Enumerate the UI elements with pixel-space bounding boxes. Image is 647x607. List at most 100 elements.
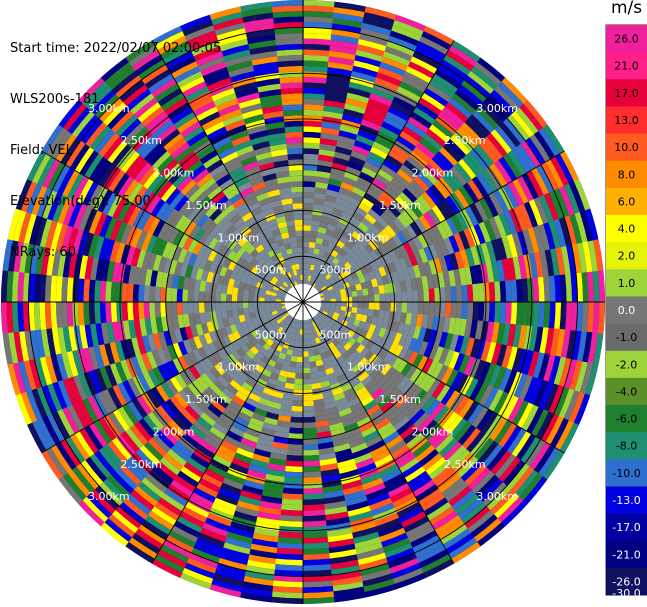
- velocity-gate: [370, 146, 389, 160]
- velocity-gate: [302, 405, 315, 412]
- velocity-gate: [460, 459, 483, 483]
- velocity-gate: [374, 417, 391, 431]
- velocity-gate: [354, 226, 366, 237]
- velocity-gate: [486, 485, 512, 511]
- velocity-gate: [453, 352, 465, 372]
- velocity-gate: [576, 242, 588, 274]
- velocity-gate: [319, 244, 328, 252]
- velocity-gate: [324, 94, 347, 104]
- velocity-gate: [242, 401, 257, 413]
- velocity-gate: [449, 166, 468, 187]
- velocity-gate: [326, 223, 337, 232]
- velocity-gate: [394, 281, 402, 293]
- velocity-gate: [317, 226, 327, 235]
- velocity-gate: [346, 346, 357, 356]
- velocity-gate: [480, 263, 489, 284]
- velocity-gate: [396, 86, 422, 103]
- velocity-gate: [311, 214, 322, 222]
- velocity-gate: [282, 359, 291, 367]
- velocity-gate: [364, 379, 377, 392]
- velocity-gate: [413, 539, 444, 559]
- velocity-gate: [347, 196, 361, 208]
- velocity-gate: [331, 208, 344, 217]
- velocity-gate: [302, 585, 334, 594]
- velocity-gate: [461, 302, 468, 320]
- velocity-gate: [208, 583, 242, 598]
- velocity-gate: [458, 185, 475, 207]
- velocity-gate: [372, 309, 380, 319]
- velocity-gate: [303, 49, 331, 57]
- velocity-gate: [351, 230, 362, 241]
- velocity-gate: [313, 278, 320, 285]
- velocity-gate: [464, 377, 479, 399]
- velocity-gate: [352, 211, 365, 223]
- velocity-gate: [425, 457, 447, 476]
- velocity-gate: [457, 424, 477, 446]
- velocity-gate: [255, 442, 273, 453]
- velocity-gate: [523, 99, 548, 129]
- velocity-gate: [383, 186, 399, 201]
- velocity-gate: [302, 367, 311, 374]
- velocity-gate: [166, 448, 187, 467]
- velocity-gate: [341, 417, 357, 428]
- velocity-gate: [329, 39, 359, 50]
- velocity-gate: [282, 393, 294, 401]
- velocity-gate: [384, 435, 404, 450]
- velocity-gate: [431, 465, 454, 485]
- velocity-gate: [431, 225, 444, 243]
- velocity-gate: [442, 142, 463, 163]
- velocity-gate: [523, 376, 538, 404]
- velocity-gate: [503, 210, 518, 235]
- velocity-gate: [334, 146, 353, 156]
- velocity-gate: [371, 449, 391, 463]
- velocity-gate: [309, 333, 315, 340]
- velocity-gate: [518, 374, 533, 401]
- velocity-gate: [389, 30, 420, 47]
- velocity-gate: [502, 118, 526, 145]
- velocity-gate: [461, 427, 481, 450]
- velocity-gate: [377, 195, 392, 209]
- velocity-gate: [364, 213, 377, 225]
- velocity-gate: [192, 542, 222, 558]
- velocity-gate: [391, 492, 416, 508]
- velocity-gate: [303, 236, 311, 242]
- velocity-gate: [328, 50, 357, 61]
- velocity-gate: [401, 126, 423, 143]
- velocity-gate: [260, 392, 273, 402]
- velocity-gate: [247, 392, 261, 403]
- velocity-gate: [319, 463, 339, 472]
- velocity-gate: [542, 124, 565, 155]
- velocity-gate: [579, 210, 594, 243]
- velocity-gate: [321, 121, 342, 131]
- velocity-gate: [323, 318, 330, 325]
- velocity-gate: [398, 244, 409, 258]
- velocity-gate: [210, 399, 226, 414]
- velocity-gate: [354, 367, 366, 378]
- velocity-gate: [397, 346, 409, 360]
- velocity-gate: [340, 292, 347, 299]
- velocity-gate: [511, 232, 524, 257]
- velocity-gate: [314, 242, 322, 250]
- velocity-gate: [218, 391, 232, 405]
- velocity-gate: [243, 570, 275, 581]
- velocity-gate: [310, 338, 317, 345]
- velocity-gate: [228, 399, 243, 412]
- velocity-gate: [368, 302, 375, 310]
- velocity-gate: [176, 515, 203, 533]
- velocity-gate: [404, 382, 419, 398]
- velocity-gate: [240, 367, 252, 378]
- velocity-gate: [298, 340, 303, 346]
- velocity-gate: [303, 214, 313, 221]
- velocity-gate: [402, 515, 430, 534]
- velocity-gate: [250, 387, 263, 398]
- velocity-gate: [448, 351, 460, 370]
- velocity-gate: [390, 390, 406, 405]
- velocity-gate: [254, 364, 265, 374]
- velocity-gate: [203, 407, 220, 422]
- velocity-gate: [365, 228, 377, 240]
- velocity-gate: [404, 121, 427, 138]
- velocity-gate: [303, 120, 323, 128]
- velocity-gate: [483, 97, 508, 123]
- velocity-gate: [303, 32, 332, 40]
- velocity-gate: [388, 249, 399, 263]
